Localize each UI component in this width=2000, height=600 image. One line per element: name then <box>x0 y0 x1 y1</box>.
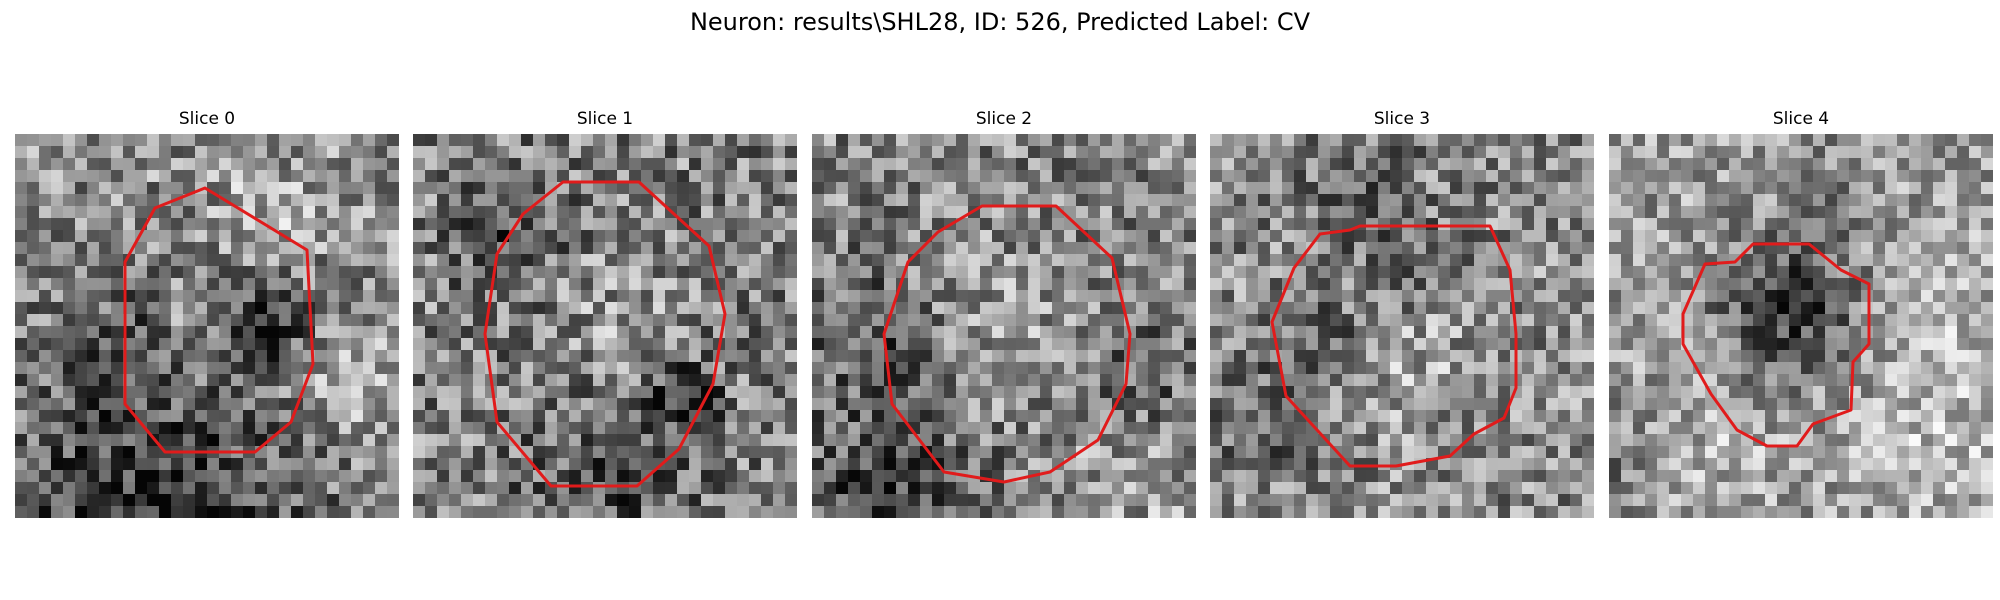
slice-image <box>15 134 399 518</box>
roi-contour <box>483 180 727 488</box>
figure-title: Neuron: results\SHL28, ID: 526, Predicte… <box>689 8 1311 36</box>
slice-title: Slice 2 <box>975 109 1033 129</box>
slice-image <box>413 134 797 518</box>
roi-contour <box>882 204 1132 484</box>
slice-title: Slice 1 <box>576 109 634 129</box>
slice-image <box>1210 134 1594 518</box>
roi-contour <box>123 186 315 454</box>
slice-title: Slice 3 <box>1373 109 1431 129</box>
slice-image <box>1609 134 1993 518</box>
roi-contour <box>1270 224 1518 468</box>
slice-image <box>812 134 1196 518</box>
slice-title: Slice 4 <box>1772 109 1830 129</box>
slice-title: Slice 0 <box>178 109 236 129</box>
roi-contour <box>1681 242 1871 448</box>
